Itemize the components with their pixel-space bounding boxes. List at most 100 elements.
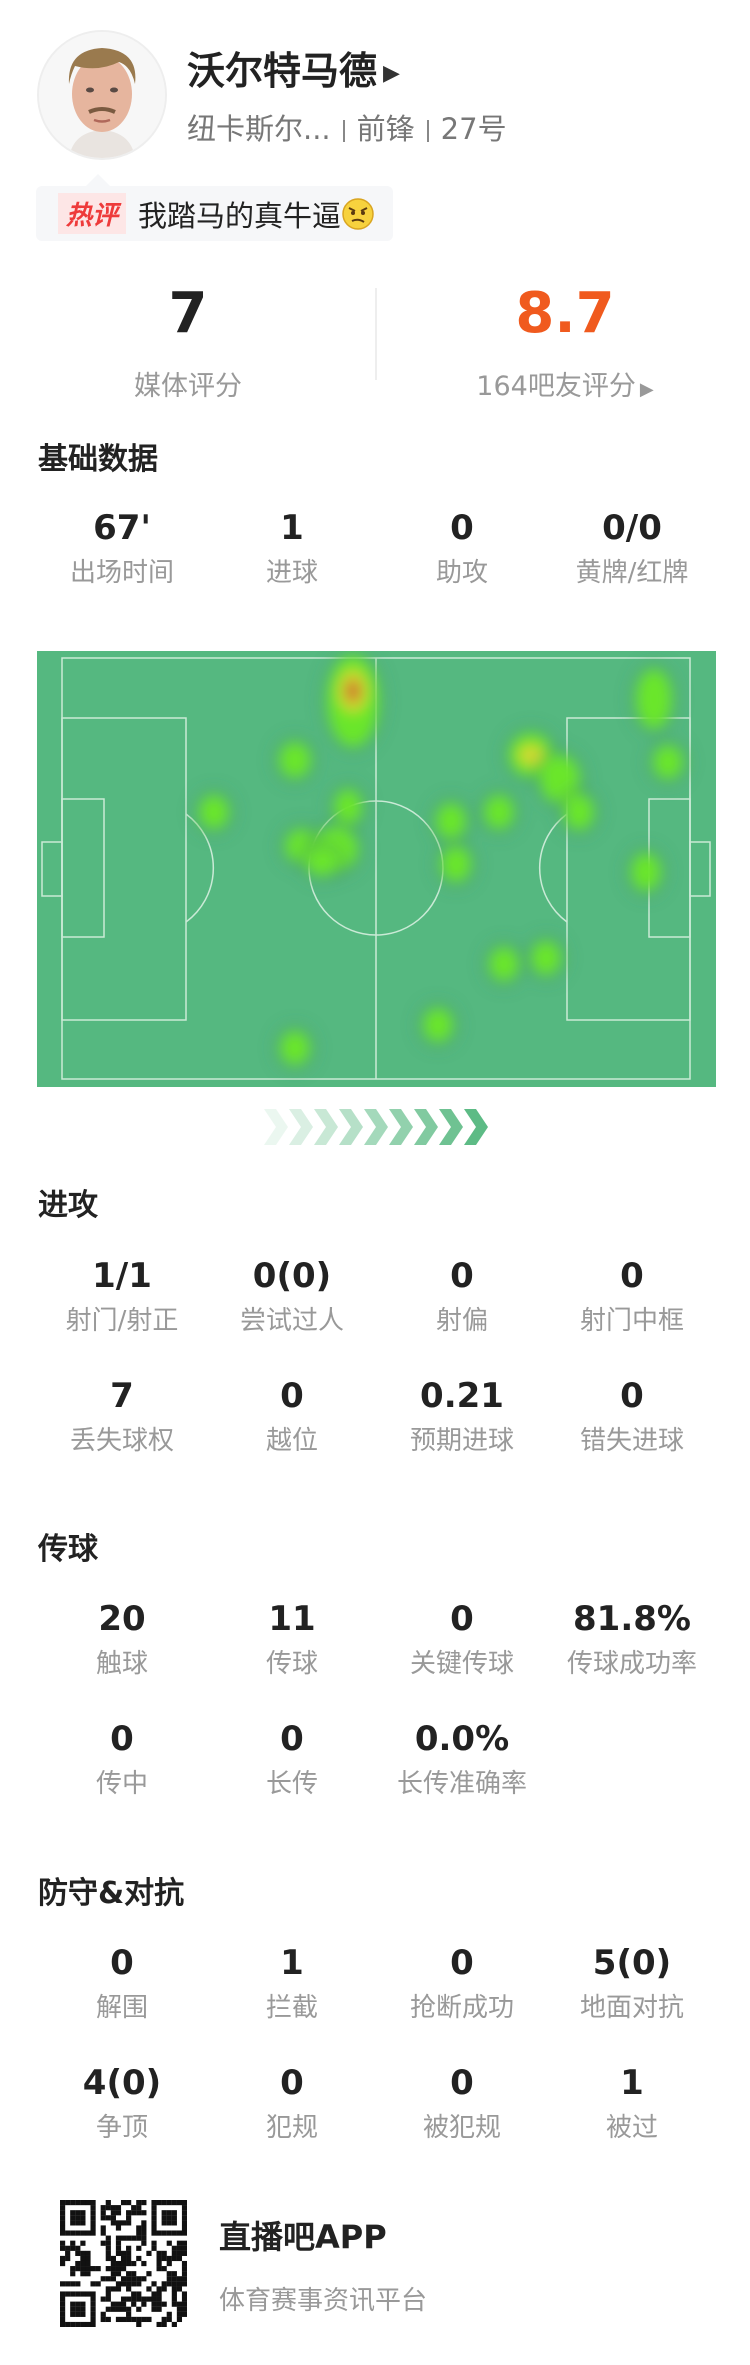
stat-item: 1/1 射门/射正: [37, 1256, 207, 1376]
heat-spot: [489, 947, 519, 981]
stat-item: 0 助攻: [377, 508, 547, 628]
media-rating-value: 7: [168, 281, 208, 346]
stat-value: 81.8%: [573, 1599, 691, 1639]
stat-item: 0 抢断成功: [377, 1943, 547, 2063]
shirt-number: 27号: [440, 112, 507, 146]
chevron-right-icon: [439, 1109, 463, 1145]
stat-label: 射门/射正: [65, 1306, 179, 1336]
heat-spot-core: [518, 745, 544, 765]
stat-value: 0: [110, 1943, 134, 1983]
stat-item: 0.21 预期进球: [377, 1376, 547, 1496]
heat-spot: [484, 795, 514, 829]
stat-value: 0: [280, 1376, 304, 1416]
stat-value: 20: [98, 1599, 146, 1639]
position: 前锋: [356, 112, 415, 146]
stat-value: 0: [620, 1376, 644, 1416]
separator: [342, 120, 345, 142]
heat-spot-peak: [346, 680, 360, 702]
stat-label: 错失进球: [579, 1426, 684, 1456]
stat-item: 11 传球: [207, 1599, 377, 1719]
stat-value: 0(0): [252, 1256, 332, 1296]
chevron-right-icon: [339, 1109, 363, 1145]
hot-comment-text: 我踏马的真牛逼: [138, 198, 342, 233]
stat-label: 关键传球: [409, 1649, 514, 1679]
stat-label: 被犯规: [422, 2113, 501, 2143]
caret-right-icon: ▶: [639, 379, 654, 400]
stat-label: 越位: [265, 1426, 318, 1456]
heat-spot: [636, 669, 672, 729]
media-rating: 7 媒体评分: [0, 284, 376, 403]
stat-item: 67' 出场时间: [37, 508, 207, 628]
hot-comment[interactable]: 热评 我踏马的真牛逼: [36, 174, 394, 241]
fan-rating-label: 164吧友评分: [476, 371, 636, 402]
stat-value: 0: [450, 1256, 474, 1296]
chevron-right-icon: [414, 1109, 438, 1145]
chevron-right-icon: [364, 1109, 388, 1145]
heat-spot: [564, 794, 594, 830]
hot-comment-tag: 热评: [58, 193, 127, 234]
stat-value: 0: [280, 1719, 304, 1759]
stat-label: 射门中框: [579, 1306, 684, 1336]
stat-item: 0 被犯规: [377, 2063, 547, 2183]
heat-spot: [441, 846, 471, 882]
stat-value: 0: [450, 2063, 474, 2103]
separator: [426, 120, 429, 142]
stat-item: 7 丢失球权: [37, 1376, 207, 1496]
stat-label: 长传准确率: [396, 1769, 527, 1799]
player-info: 纽卡斯尔... 前锋 27号: [187, 106, 507, 148]
stat-value: 5(0): [592, 1943, 672, 1983]
stat-value: 0: [280, 2063, 304, 2103]
stat-item: 1 拦截: [207, 1943, 377, 2063]
stat-item: 20 触球: [37, 1599, 207, 1719]
caret-right-icon: ▶: [383, 61, 400, 86]
heat-spot: [280, 1031, 310, 1065]
stat-value: 1/1: [92, 1256, 152, 1296]
media-rating-label: 媒体评分: [134, 371, 242, 402]
heat-spot: [334, 789, 362, 825]
attack-direction-arrows-icon: [264, 1109, 488, 1145]
stat-label: 预期进球: [409, 1426, 514, 1456]
smirk-emoji-icon: [342, 197, 374, 230]
stat-item: 4(0) 争顶: [37, 2063, 207, 2183]
player-photo: [39, 32, 165, 158]
stat-value: 1: [620, 2063, 644, 2103]
stat-item: 0/0 黄牌/红牌: [547, 508, 717, 628]
stat-item: 0 解围: [37, 1943, 207, 2063]
stat-label: 黄牌/红牌: [575, 558, 689, 588]
defense-stats-grid: 0 解围 1 拦截 0 抢断成功 5(0) 地面对抗 4(0) 争顶 0 犯规 0 被犯规 1 被过: [37, 1943, 717, 2183]
heat-spots: [191, 647, 691, 1073]
stat-item: 0(0) 尝试过人: [207, 1256, 377, 1376]
stat-item: 0 射门中框: [547, 1256, 717, 1376]
fan-rating[interactable]: 8.7 164吧友评分 ▶: [377, 284, 750, 403]
basic-stats-grid: 67' 出场时间 1 进球 0 助攻 0/0 黄牌/红牌: [37, 508, 717, 628]
stat-value: 1: [280, 508, 304, 548]
stat-label: 解围: [95, 1993, 148, 2023]
stat-item: 0 长传: [207, 1719, 377, 1839]
heat-spot: [199, 795, 229, 829]
stat-label: 传中: [95, 1769, 148, 1799]
stat-item: 0 犯规: [207, 2063, 377, 2183]
stat-item: 1 被过: [547, 2063, 717, 2183]
stat-value: 11: [268, 1599, 316, 1639]
player-name-link[interactable]: 沃尔特马德 ▶: [187, 40, 400, 95]
heat-spot: [631, 853, 661, 891]
stat-value: 0.0%: [414, 1719, 510, 1759]
player-avatar[interactable]: [37, 30, 167, 160]
stat-value: 0/0: [602, 508, 662, 548]
stat-label: 犯规: [265, 2113, 318, 2143]
qr-code[interactable]: [60, 2200, 187, 2327]
stat-label: 丢失球权: [69, 1426, 174, 1456]
stat-value: 0: [620, 1256, 644, 1296]
pitch-lines: [41, 657, 711, 1080]
fan-rating-value: 8.7: [515, 281, 615, 346]
stat-item: 0 越位: [207, 1376, 377, 1496]
rating-divider: [375, 288, 377, 380]
heat-spot: [423, 1008, 453, 1042]
section-title-defense: 防守&对抗: [38, 1876, 185, 1911]
stat-label: 进球: [265, 558, 318, 588]
player-name: 沃尔特马德: [187, 49, 378, 93]
stat-value: 0: [450, 508, 474, 548]
chevron-right-icon: [389, 1109, 413, 1145]
heat-spot: [436, 803, 466, 839]
stat-item: 0 关键传球: [377, 1599, 547, 1719]
